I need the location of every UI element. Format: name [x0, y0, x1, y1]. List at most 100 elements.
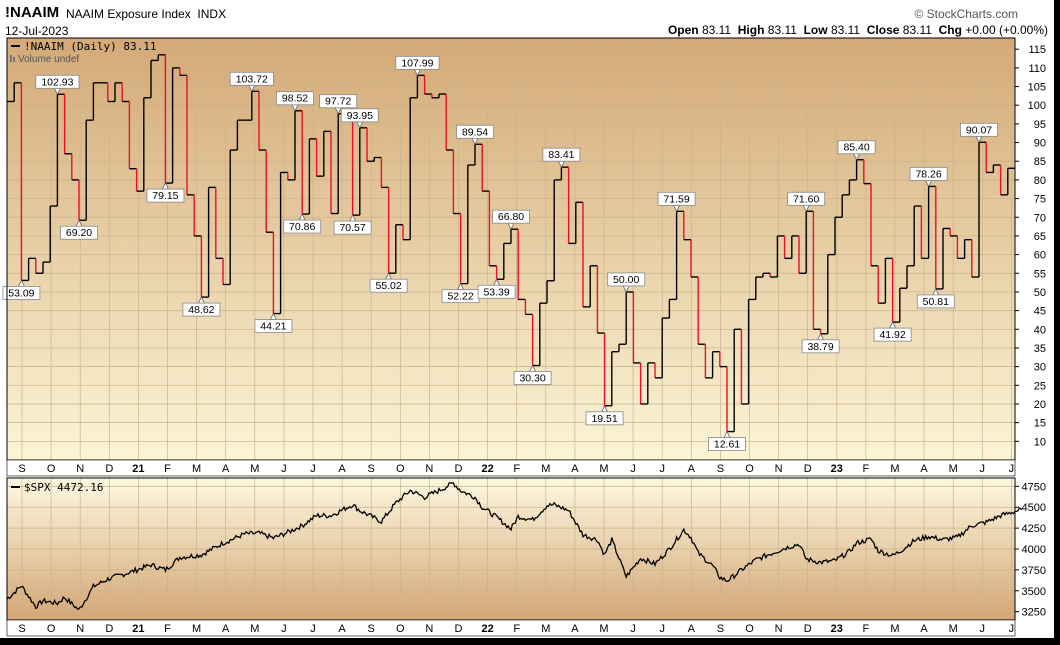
close-value: 83.11 [902, 23, 932, 37]
naaim-data-label: 53.39 [477, 278, 516, 299]
label-box [340, 108, 379, 123]
naaim-x-tick-label: N [775, 463, 783, 475]
naaim-data-label: 48.62 [182, 296, 221, 317]
label-text: 78.26 [915, 168, 941, 180]
naaim-x-tick-label: A [338, 463, 346, 475]
label-box [607, 272, 646, 287]
label-text: 93.95 [347, 110, 373, 122]
spx-panel: 3250 3500 3750 4000 4250 4500 4750 $SPX 4472.16… [6, 477, 1046, 637]
label-box [909, 167, 948, 181]
label-box [35, 74, 80, 89]
naaim-data-label: 85.40 [837, 140, 876, 161]
naaim-y-tick-label: 55 [1034, 268, 1046, 280]
naaim-data-label: 89.54 [456, 124, 494, 146]
label-text: 38.79 [807, 341, 833, 353]
label-text: 71.60 [793, 193, 819, 205]
label-box [960, 122, 998, 137]
naaim-y-tick-label: 20 [1034, 399, 1046, 411]
label-text: 52.22 [447, 291, 473, 303]
label-box [477, 284, 516, 299]
label-box [837, 140, 876, 155]
spx-x-tick-label: A [688, 623, 696, 635]
spx-y-tick-label: 4750 [1022, 481, 1046, 493]
naaim-x-tick-label: N [425, 463, 433, 475]
naaim-x-tick-label: J [659, 463, 665, 475]
naaim-x-tick-label: A [688, 463, 696, 475]
legend-volume-label: Volume undef [18, 54, 79, 65]
label-box [492, 209, 530, 224]
naaim-x-tick-label: O [745, 463, 754, 475]
naaim-data-label: 70.57 [333, 214, 372, 235]
naaim-data-label: 55.02 [369, 272, 408, 293]
naaim-data-label: 107.99 [395, 55, 440, 77]
spx-y-tick-label: 3750 [1022, 565, 1046, 577]
label-text: 19.51 [591, 413, 617, 425]
label-box [873, 327, 912, 342]
naaim-data-label: 12.61 [708, 430, 746, 451]
spx-x-tick-label: 23 [831, 623, 843, 635]
spx-legend: $SPX 4472.16 [11, 481, 103, 494]
naaim-x-tick-label: J [630, 463, 636, 475]
label-text: 48.62 [188, 304, 214, 316]
naaim-data-label: 83.41 [542, 147, 581, 169]
credit-text: © StockCharts.com [914, 7, 1018, 21]
spx-y-tick-label: 4500 [1022, 502, 1046, 514]
naaim-x-tick-label: A [222, 463, 230, 475]
naaim-y-tick-label: 45 [1034, 306, 1046, 318]
label-box [369, 278, 408, 293]
label-text: 103.72 [236, 73, 268, 85]
naaim-y-tick-label: 40 [1034, 324, 1046, 336]
naaim-data-label: 19.51 [585, 404, 624, 426]
label-box [333, 220, 372, 235]
naaim-y-tick-label: 110 [1028, 63, 1046, 75]
high-value: 83.11 [767, 23, 797, 37]
spx-x-tick-label: O [47, 623, 56, 635]
naaim-y-tick-label: 75 [1034, 194, 1046, 206]
label-box [182, 302, 221, 317]
spx-x-tick-label: S [717, 623, 724, 635]
naaim-y-tick-label: 15 [1034, 418, 1046, 430]
naaim-x-tick-label: S [368, 463, 375, 475]
label-text: 71.59 [663, 193, 689, 205]
index-name: NAAIM Exposure Index [66, 7, 191, 21]
spx-x-axis-strip [6, 619, 1016, 637]
spx-x-tick-label: J [659, 623, 665, 635]
naaim-data-label: 78.26 [909, 167, 948, 188]
label-box [513, 371, 552, 385]
naaim-x-tick-label: M [541, 463, 550, 475]
naaim-x-tick-label: F [513, 463, 520, 475]
spx-x-tick-label: M [890, 623, 899, 635]
naaim-y-tick-label: 85 [1034, 156, 1046, 168]
spx-x-tick-label: 22 [481, 623, 493, 635]
spx-x-tick-label: O [745, 623, 754, 635]
spx-x-tick-label: J [980, 623, 986, 635]
spx-x-tick-label: S [18, 623, 25, 635]
label-box [916, 294, 955, 309]
naaim-x-tick-label: 21 [132, 463, 144, 475]
naaim-y-tick-label: 105 [1028, 82, 1046, 94]
naaim-y-tick-label: 90 [1034, 138, 1046, 150]
chart-date: 12-Jul-2023 [5, 24, 69, 38]
naaim-x-tick-label: 22 [481, 463, 493, 475]
label-text: 70.86 [289, 221, 315, 233]
low-value: 83.11 [830, 23, 861, 37]
high-label: High [737, 23, 765, 37]
naaim-x-tick-label: A [920, 463, 928, 475]
label-text: 79.15 [152, 190, 178, 202]
naaim-data-label: 69.20 [60, 219, 98, 240]
label-text: 70.57 [339, 222, 365, 234]
naaim-data-label: 44.21 [254, 312, 293, 333]
spx-x-tick-label: M [949, 623, 958, 635]
close-label: Close [866, 23, 900, 37]
spx-x-tick-label: D [455, 623, 463, 635]
label-box [276, 91, 314, 106]
naaim-data-label: 50.81 [916, 288, 955, 309]
naaim-data-label: 103.72 [229, 71, 274, 93]
label-text: 69.20 [66, 227, 92, 239]
naaim-data-label: 97.72 [319, 94, 358, 115]
label-text: 85.40 [843, 142, 869, 154]
spx-y-tick-label: 4000 [1022, 544, 1046, 556]
label-text: 90.07 [966, 124, 992, 136]
